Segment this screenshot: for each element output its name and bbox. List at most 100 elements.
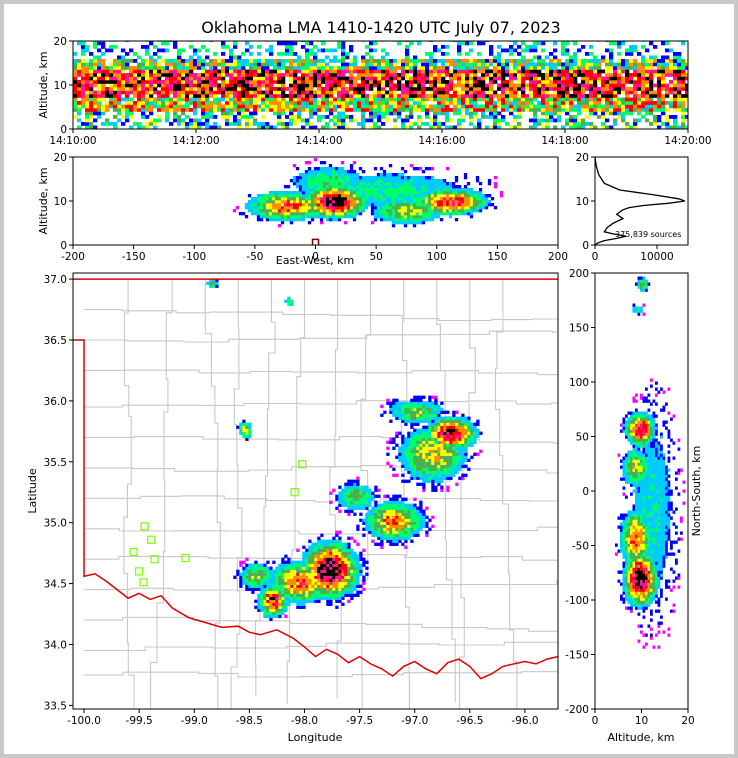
plan-view-cell: [272, 581, 276, 585]
time-height-cell: [437, 76, 442, 81]
plan-view-cell: [347, 599, 351, 603]
plan-view-cell: [290, 575, 294, 579]
ew-altitude-cell: [328, 179, 333, 183]
ew-altitude-cell: [448, 215, 453, 219]
time-height-cell: [393, 62, 398, 67]
time-height-cell: [541, 48, 546, 53]
time-height-cell: [477, 83, 482, 88]
plan-view-cell: [263, 590, 267, 594]
time-height-cell: [213, 104, 218, 109]
time-height-cell: [237, 115, 242, 119]
time-height-cell: [461, 80, 466, 84]
ew-altitude-cell: [319, 191, 324, 195]
time-height-cell: [445, 80, 450, 84]
ew-altitude-cell: [289, 206, 294, 210]
time-height-cell: [501, 83, 506, 88]
time-height-cell: [485, 69, 490, 74]
time-height-cell: [449, 125, 454, 129]
time-height-cell: [377, 104, 382, 109]
ew-altitude-cell: [469, 191, 474, 195]
ew-altitude-cell: [478, 188, 483, 192]
time-height-cell: [541, 104, 546, 109]
time-height-cell: [665, 55, 670, 60]
plan-view-cell: [296, 596, 300, 600]
time-height-cell: [425, 87, 430, 91]
time-height-cell: [461, 59, 466, 63]
time-height-cell: [421, 94, 426, 98]
ew-altitude-cell: [406, 212, 411, 216]
time-height-cell: [561, 76, 566, 81]
time-height-cell: [489, 80, 494, 84]
plan-view-cell: [281, 557, 285, 561]
ew-altitude-ylabel: Altitude, km: [37, 167, 50, 234]
plan-view-cell: [359, 497, 363, 501]
time-height-cell: [233, 108, 238, 112]
time-height-cell: [381, 111, 386, 116]
ew-altitude-cell: [283, 194, 288, 198]
ew-altitude-cell: [415, 212, 420, 216]
plan-view-cell: [329, 584, 333, 588]
time-height-cell: [357, 108, 362, 112]
plan-view-density: [206, 278, 483, 621]
plan-view-cell: [242, 422, 246, 426]
time-height-cell: [397, 101, 402, 105]
time-height-cell: [213, 101, 218, 105]
plan-view-cell: [242, 581, 246, 585]
ew-altitude-cell: [445, 206, 450, 210]
ew-altitude-cell: [454, 194, 459, 198]
plan-view-cell: [341, 563, 345, 567]
time-height-cell: [341, 66, 346, 70]
ew-altitude-cell: [328, 170, 333, 174]
time-height-cell: [297, 69, 302, 74]
time-height-cell: [221, 59, 226, 63]
time-height-cell: [505, 122, 510, 126]
ew-altitude-cell: [433, 212, 438, 216]
time-height-cell: [141, 59, 146, 63]
time-height-cell: [345, 94, 350, 98]
ew-altitude-cell: [340, 206, 345, 210]
plan-view-cell: [245, 425, 249, 429]
time-height-cell: [313, 108, 318, 112]
time-height-cell: [553, 62, 558, 67]
ew-altitude-cell: [379, 185, 384, 189]
ew-altitude-cell: [439, 218, 444, 222]
time-height-cell: [681, 122, 686, 126]
time-height-cell: [661, 66, 666, 70]
time-height-cell: [633, 73, 638, 77]
plan-view-cell: [305, 599, 309, 603]
time-height-cell: [661, 55, 666, 60]
time-height-cell: [137, 66, 142, 70]
ew-altitude-cell: [478, 206, 483, 210]
ew-altitude-cell: [373, 215, 378, 219]
ew-altitude-cell: [391, 197, 396, 201]
time-height-cell: [341, 76, 346, 81]
plan-view-cell: [368, 491, 372, 495]
ew-altitude-cell: [418, 197, 423, 201]
ew-altitude-cell: [313, 179, 318, 183]
time-height-cell: [213, 69, 218, 74]
time-height-cell: [89, 73, 94, 77]
plan-view-cell: [242, 575, 246, 579]
time-height-cell: [661, 73, 666, 77]
time-height-cell: [205, 94, 210, 98]
time-height-cell: [89, 104, 94, 109]
time-height-cell: [661, 108, 666, 112]
time-height-cell: [73, 108, 78, 112]
time-height-cell: [293, 90, 298, 95]
time-height-cell: [97, 48, 102, 53]
time-height-cell: [109, 80, 114, 84]
time-height-cell: [457, 69, 462, 74]
time-height-cell: [245, 59, 250, 63]
time-height-cell: [153, 104, 158, 109]
time-height-cell: [525, 104, 530, 109]
time-height-cell: [241, 80, 246, 84]
ew-altitude-cell: [334, 200, 339, 204]
ew-altitude-cell: [472, 191, 477, 195]
time-height-cell: [373, 101, 378, 105]
ew-altitude-cell: [307, 173, 312, 177]
time-height-cell: [561, 83, 566, 88]
plan-view-cell: [251, 584, 255, 588]
ew-altitude-cell: [268, 191, 273, 195]
time-height-cell: [369, 62, 374, 67]
plan-view-cell: [320, 545, 324, 549]
